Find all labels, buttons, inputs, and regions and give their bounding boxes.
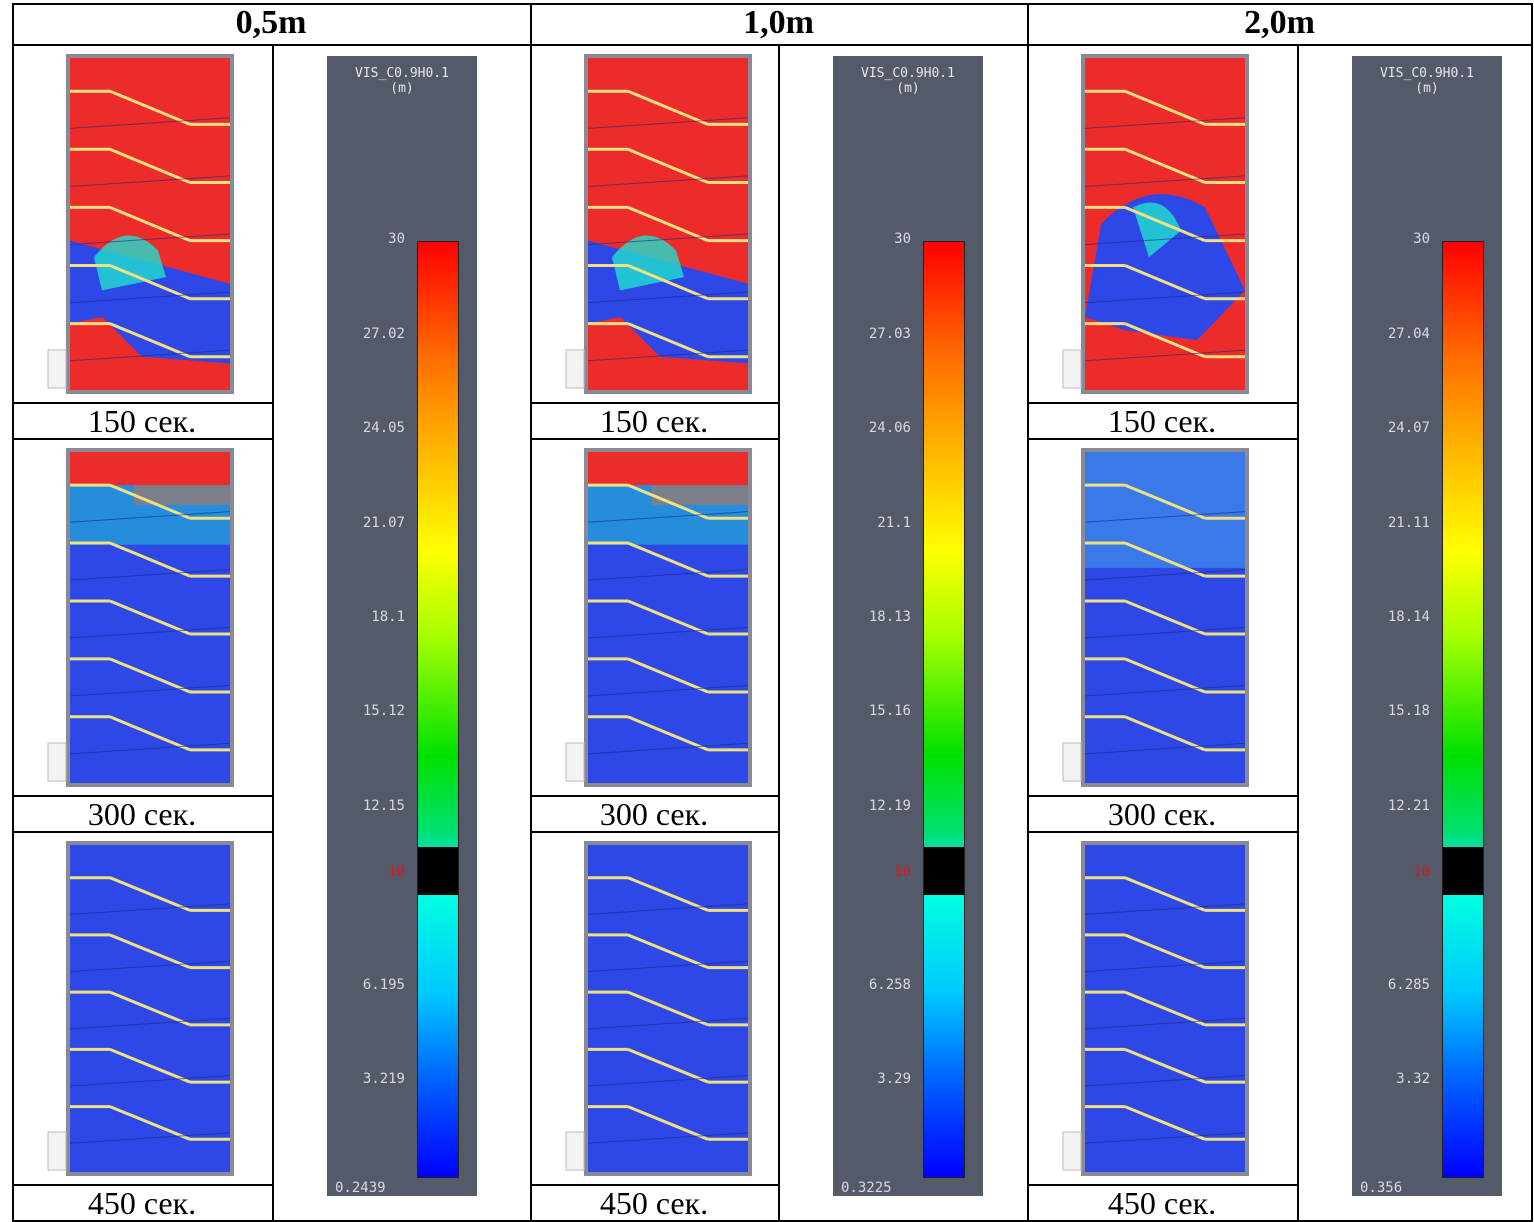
- smoke-visibility-snapshot: [1061, 837, 1261, 1178]
- legend-tick-label: 27.03: [868, 326, 911, 342]
- table-rule-horizontal: [12, 438, 272, 440]
- column-header: 1,0m: [743, 4, 814, 41]
- table-rule-horizontal: [530, 402, 778, 404]
- table-rule-horizontal: [1027, 1184, 1297, 1186]
- legend-color-bar-lower: [1443, 894, 1483, 1177]
- smoke-visibility-snapshot: [564, 444, 764, 789]
- legend-tick-label: 21.11: [1387, 515, 1430, 531]
- table-rule-horizontal: [1027, 795, 1297, 797]
- legend-title-unit: (m): [1415, 81, 1439, 96]
- table-rule-horizontal: [12, 402, 272, 404]
- table-rule-horizontal: [12, 795, 272, 797]
- table-rule-vertical: [1531, 3, 1533, 1222]
- legend-tick-label: 0.3225: [841, 1180, 892, 1196]
- table-rule-vertical: [778, 44, 780, 1220]
- legend-title: VIS_C0.9H0.1 (m): [1352, 66, 1502, 96]
- legend-tick-label: 24.06: [868, 420, 911, 436]
- legend-tick-label: 18.14: [1387, 609, 1430, 625]
- table-rule-horizontal: [530, 438, 778, 440]
- table-rule-vertical: [1297, 44, 1299, 1220]
- table-rule-horizontal: [1027, 831, 1297, 833]
- smoke-visibility-snapshot: [1061, 444, 1261, 789]
- time-caption: 150 сек.: [1107, 403, 1217, 439]
- time-caption: 300 сек.: [87, 796, 197, 832]
- table-rule-vertical: [12, 3, 14, 1222]
- legend-tick-label: 30: [894, 231, 911, 247]
- table-rule-vertical: [530, 3, 532, 1222]
- legend-threshold-band: [924, 846, 964, 895]
- legend-tick-label: 18.1: [371, 609, 405, 625]
- legend-threshold-label: 10: [388, 864, 405, 880]
- legend-tick-label: 18.13: [868, 609, 911, 625]
- table-rule-horizontal: [12, 3, 1532, 5]
- legend-tick-label: 6.258: [868, 977, 911, 993]
- table-rule-horizontal: [530, 1184, 778, 1186]
- legend-tick-label: 24.07: [1387, 420, 1430, 436]
- legend-threshold-label: 10: [1413, 864, 1430, 880]
- table-rule-horizontal: [12, 44, 1532, 46]
- legend-tick-label: 30: [388, 231, 405, 247]
- smoke-visibility-snapshot: [1061, 50, 1261, 396]
- time-caption: 150 сек.: [87, 403, 197, 439]
- legend-title: VIS_C0.9H0.1 (m): [327, 66, 477, 96]
- legend-tick-label: 15.18: [1387, 703, 1430, 719]
- visibility-color-legend: VIS_C0.9H0.1 (m) 30 27.03 24.06 21.1 18.13 15.1…: [833, 56, 983, 1196]
- time-caption: 450 сек.: [87, 1185, 197, 1221]
- legend-tick-label: 0.356: [1360, 1180, 1403, 1196]
- table-rule-horizontal: [530, 831, 778, 833]
- legend-threshold-band: [418, 846, 458, 895]
- time-caption: 300 сек.: [1107, 796, 1217, 832]
- legend-tick-label: 21.07: [362, 515, 405, 531]
- table-rule-horizontal: [530, 795, 778, 797]
- legend-color-bar-lower: [418, 894, 458, 1177]
- legend-title-unit: (m): [896, 81, 920, 96]
- column-header: 0,5m: [235, 4, 307, 41]
- table-rule-horizontal: [12, 831, 272, 833]
- legend-tick-label: 21.1: [877, 515, 911, 531]
- legend-tick-label: 12.21: [1387, 798, 1430, 814]
- legend-tick-label: 3.219: [362, 1071, 405, 1087]
- table-rule-vertical: [1027, 3, 1029, 1222]
- visibility-color-legend: VIS_C0.9H0.1 (m) 30 27.02 24.05 21.07 18.1 15.1…: [327, 56, 477, 1196]
- legend-title-unit: (m): [390, 81, 414, 96]
- legend-tick-label: 3.29: [877, 1071, 911, 1087]
- smoke-visibility-snapshot: [564, 50, 764, 396]
- smoke-visibility-snapshot: [46, 837, 246, 1178]
- legend-tick-label: 15.16: [868, 703, 911, 719]
- legend-tick-label: 3.32: [1396, 1071, 1430, 1087]
- table-rule-horizontal: [1027, 438, 1297, 440]
- legend-tick-label: 27.04: [1387, 326, 1430, 342]
- legend-tick-label: 6.285: [1387, 977, 1430, 993]
- smoke-visibility-snapshot: [46, 444, 246, 789]
- legend-tick-label: 12.15: [362, 798, 405, 814]
- legend-threshold-label: 10: [894, 864, 911, 880]
- table-rule-horizontal: [1027, 402, 1297, 404]
- legend-threshold-band: [1443, 846, 1483, 895]
- time-caption: 450 сек.: [599, 1185, 709, 1221]
- legend-tick-label: 24.05: [362, 420, 405, 436]
- legend-tick-label: 6.195: [362, 977, 405, 993]
- legend-title-variable: VIS_C0.9H0.1: [355, 66, 449, 81]
- legend-tick-label: 12.19: [868, 798, 911, 814]
- legend-color-bar-lower: [924, 894, 964, 1177]
- legend-tick-label: 27.02: [362, 326, 405, 342]
- time-caption: 300 сек.: [599, 796, 709, 832]
- visibility-color-legend: VIS_C0.9H0.1 (m) 30 27.04 24.07 21.11 18.14 15.…: [1352, 56, 1502, 1196]
- table-rule-horizontal: [12, 1220, 1532, 1222]
- legend-title-variable: VIS_C0.9H0.1: [1380, 66, 1474, 81]
- smoke-visibility-snapshot: [46, 50, 246, 396]
- table-rule-vertical: [272, 44, 274, 1220]
- column-header: 2,0m: [1244, 4, 1315, 41]
- legend-tick-label: 30: [1413, 231, 1430, 247]
- time-caption: 450 сек.: [1107, 1185, 1217, 1221]
- legend-title-variable: VIS_C0.9H0.1: [861, 66, 955, 81]
- legend-title: VIS_C0.9H0.1 (m): [833, 66, 983, 96]
- time-caption: 150 сек.: [599, 403, 709, 439]
- legend-tick-label: 0.2439: [335, 1180, 386, 1196]
- legend-tick-label: 15.12: [362, 703, 405, 719]
- smoke-visibility-snapshot: [564, 837, 764, 1178]
- table-rule-horizontal: [12, 1184, 272, 1186]
